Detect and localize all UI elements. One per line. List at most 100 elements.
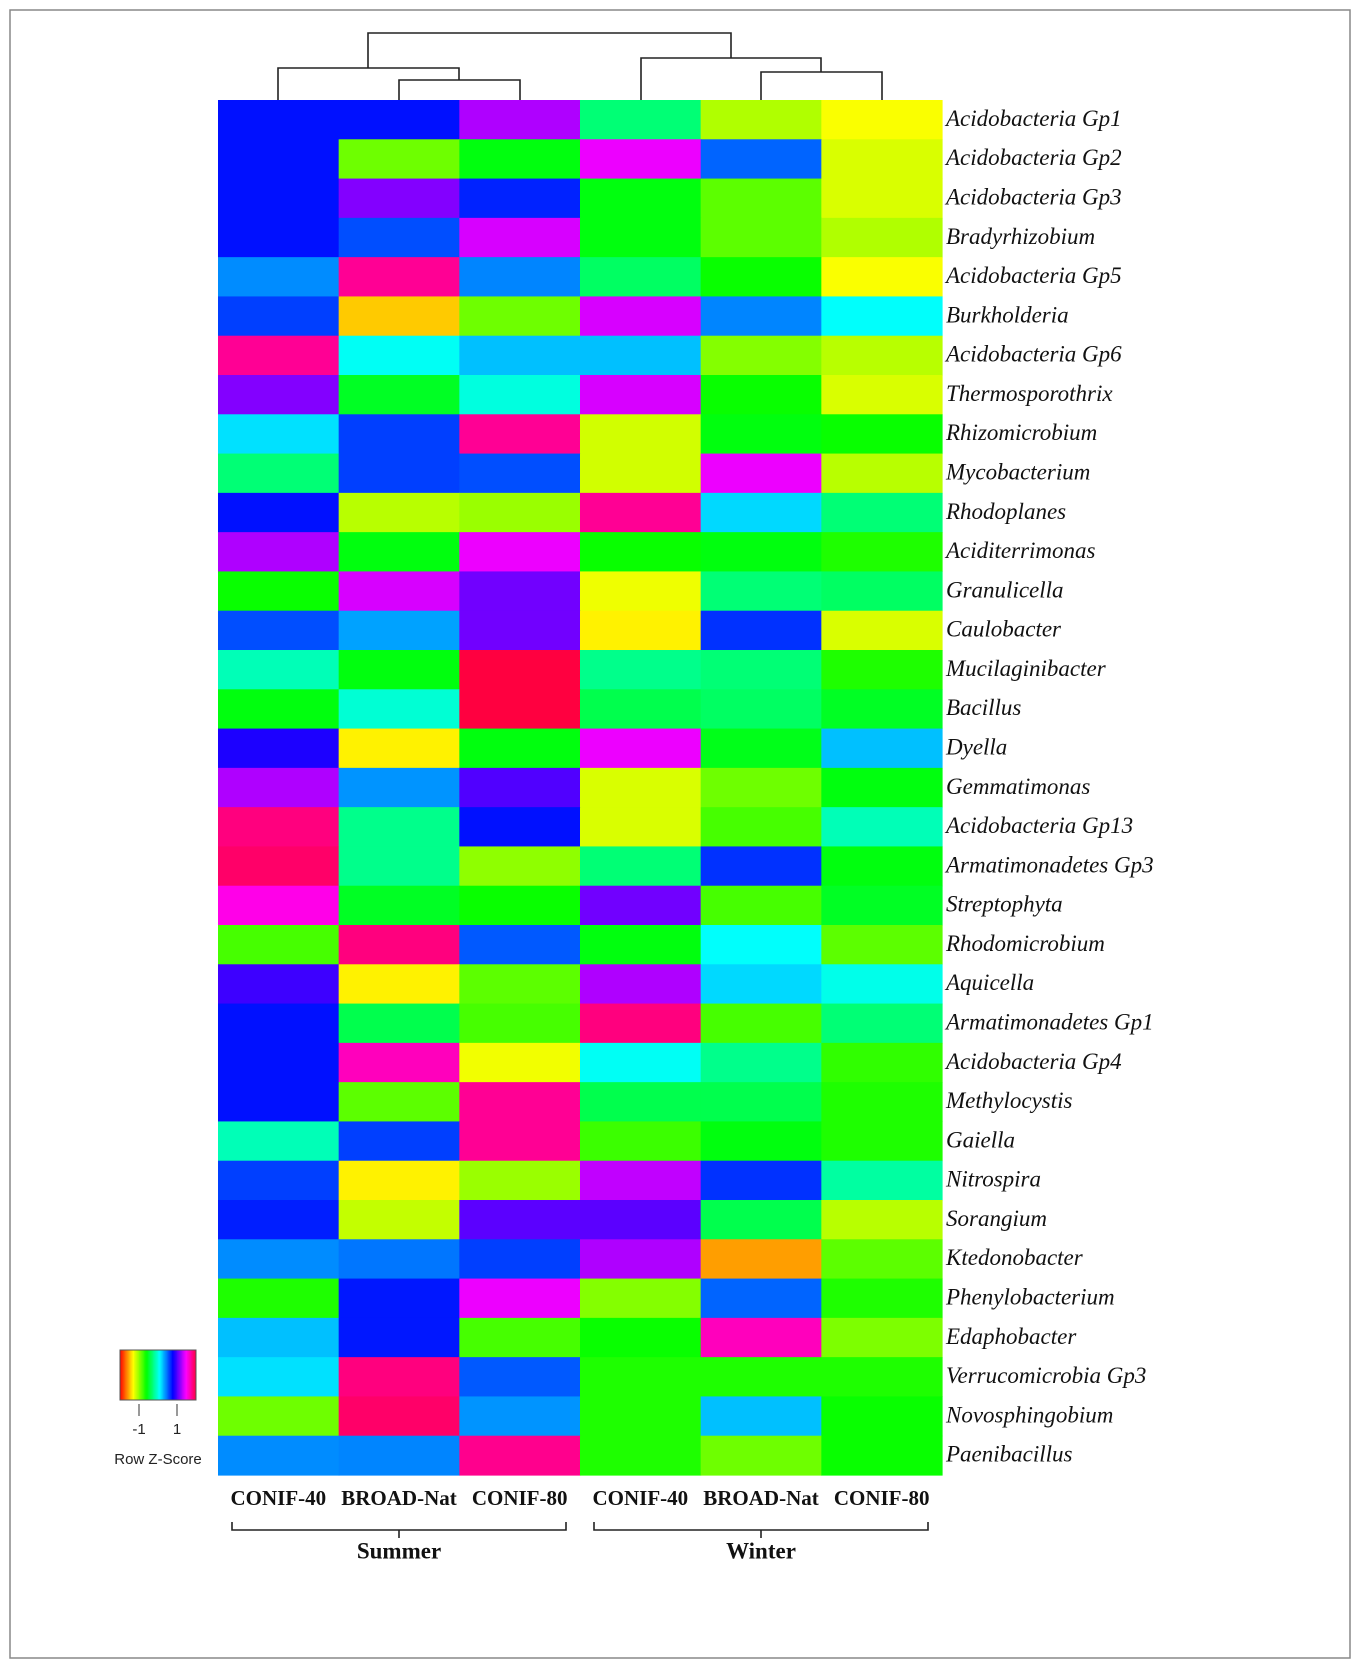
legend-swatch	[193, 1350, 196, 1400]
legend-swatch	[130, 1350, 132, 1400]
heatmap-cell	[580, 925, 702, 965]
legend-swatch	[173, 1350, 175, 1400]
heatmap-cell	[338, 414, 460, 455]
heatmap-cell	[338, 217, 460, 258]
heatmap-cell	[459, 885, 581, 926]
legend-swatch	[122, 1350, 125, 1400]
heatmap-cell	[459, 335, 581, 376]
heatmap-cell	[700, 296, 822, 337]
heatmap-cell	[218, 178, 340, 219]
row-label: Mycobacterium	[945, 459, 1090, 484]
heatmap-cell	[338, 846, 460, 887]
heatmap-cell	[821, 1082, 943, 1123]
heatmap-cell	[580, 100, 702, 140]
heatmap-cell	[459, 414, 581, 455]
legend-box	[119, 1349, 197, 1401]
row-label: Novosphingobium	[945, 1402, 1113, 1427]
heatmap-cell	[218, 1121, 340, 1162]
heatmap-cell	[338, 178, 460, 219]
heatmap-cell	[580, 453, 702, 494]
legend-swatch	[140, 1350, 143, 1400]
heatmap-cell	[821, 1160, 943, 1201]
heatmap-cell	[459, 257, 581, 298]
heatmap-cell	[459, 1082, 581, 1123]
legend-swatch	[159, 1350, 162, 1400]
heatmap-cell	[459, 610, 581, 651]
legend-swatch	[156, 1350, 159, 1400]
row-label: Caulobacter	[946, 617, 1062, 642]
heatmap-cell	[821, 571, 943, 612]
legend-swatch	[161, 1350, 164, 1400]
heatmap-cell	[338, 1042, 460, 1083]
heatmap-cell	[218, 532, 340, 573]
heatmap-cell	[821, 767, 943, 808]
heatmap-cell	[821, 375, 943, 415]
heatmap-cell	[459, 1200, 581, 1240]
heatmap-cell	[580, 532, 702, 573]
heatmap-cell	[821, 807, 943, 848]
heatmap-cell	[218, 846, 340, 887]
heatmap-cell	[338, 1357, 460, 1398]
heatmap-cell	[338, 1396, 460, 1437]
heatmap-cell	[218, 1435, 340, 1476]
legend-swatch	[175, 1350, 178, 1400]
heatmap-cell	[338, 375, 460, 415]
heatmap-cell	[338, 650, 460, 690]
heatmap-cell	[580, 846, 702, 887]
row-label: Bacillus	[946, 695, 1021, 720]
heatmap-cell	[218, 414, 340, 455]
heatmap-cell	[338, 100, 460, 140]
row-label: Verrucomicrobia Gp3	[946, 1363, 1146, 1388]
heatmap-cell	[338, 1003, 460, 1044]
heatmap-cell	[700, 689, 822, 730]
heatmap-cell	[218, 610, 340, 651]
legend-swatch	[142, 1350, 145, 1400]
row-label: Paenibacillus	[945, 1442, 1073, 1467]
legend-swatch	[178, 1350, 181, 1400]
row-label: Acidobacteria Gp4	[944, 1049, 1122, 1074]
legend-swatch	[174, 1350, 177, 1400]
heatmap-cell	[821, 1396, 943, 1437]
heatmap-cell	[821, 257, 943, 298]
heatmap-cell	[338, 532, 460, 573]
heatmap-cell	[700, 1200, 822, 1240]
heatmap-cell	[459, 375, 581, 415]
heatmap-cell	[580, 689, 702, 730]
row-label: Acidobacteria Gp2	[944, 145, 1122, 170]
heatmap-cell	[459, 807, 581, 848]
legend-swatch	[158, 1350, 160, 1400]
heatmap-cell	[580, 964, 702, 1005]
heatmap-cell	[218, 335, 340, 376]
heatmap-cell	[218, 807, 340, 848]
legend-swatch	[141, 1350, 144, 1400]
heatmap-cell	[218, 453, 340, 494]
heatmap-cell	[218, 767, 340, 808]
legend-swatch	[165, 1350, 168, 1400]
heatmap-cell	[580, 571, 702, 612]
legend-swatch	[146, 1350, 149, 1400]
heatmap-cell	[338, 925, 460, 965]
legend-swatch	[125, 1350, 127, 1400]
legend-swatch	[180, 1350, 183, 1400]
legend-swatch	[166, 1350, 169, 1400]
group-label: Winter	[726, 1538, 796, 1563]
heatmap-cell	[338, 964, 460, 1005]
legend-tick-label: -1	[132, 1421, 145, 1438]
heatmap-cell	[459, 217, 581, 258]
heatmap-cell	[580, 767, 702, 808]
heatmap-cell	[821, 1317, 943, 1358]
heatmap-cell	[580, 1200, 702, 1240]
heatmap-cell	[821, 178, 943, 219]
heatmap-cell	[580, 257, 702, 298]
heatmap-cell	[580, 492, 702, 533]
heatmap-cell	[338, 885, 460, 926]
heatmap-cell	[700, 610, 822, 651]
row-label: Streptophyta	[946, 892, 1063, 917]
frame	[9, 9, 1351, 1659]
legend-swatch	[151, 1350, 154, 1400]
legend-swatch	[169, 1350, 172, 1400]
row-label: Granulicella	[946, 577, 1064, 602]
heatmap-cell	[459, 728, 581, 769]
heatmap-cell	[218, 217, 340, 258]
